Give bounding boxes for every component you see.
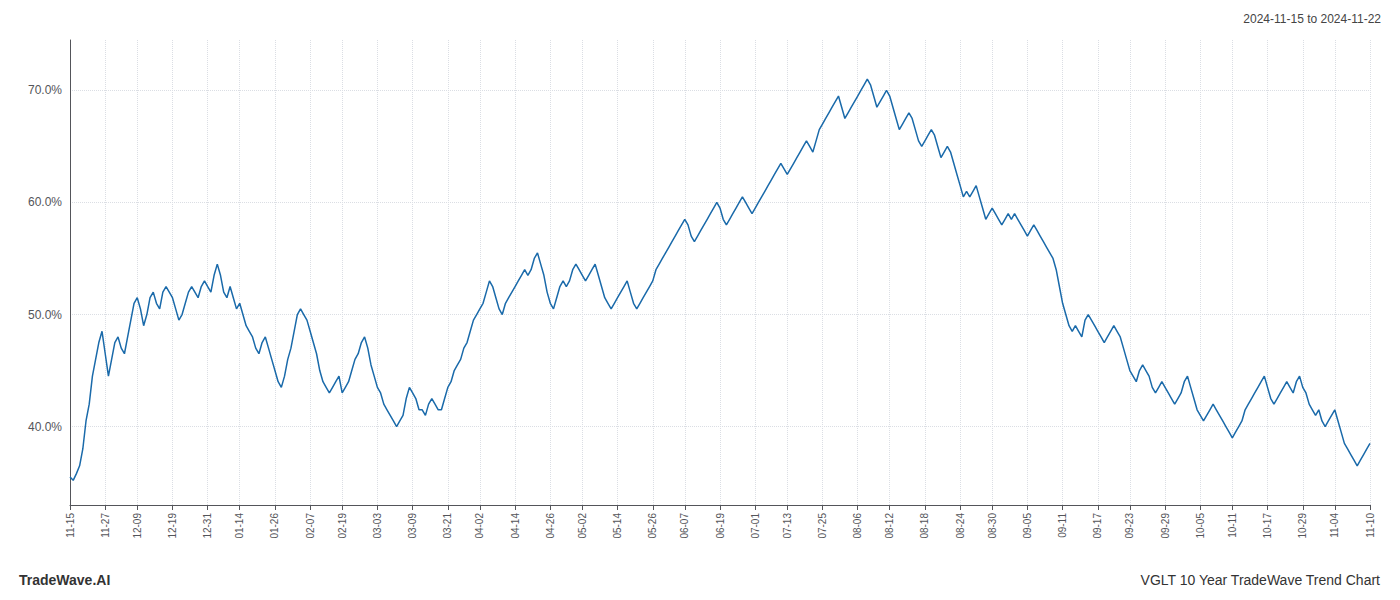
svg-text:05-26: 05-26 <box>647 513 658 539</box>
svg-text:09-11: 09-11 <box>1057 513 1068 538</box>
svg-text:11-04: 11-04 <box>1329 513 1340 538</box>
svg-text:VGLT 10 Year TradeWave Trend C: VGLT 10 Year TradeWave Trend Chart <box>1141 572 1381 588</box>
svg-text:08-24: 08-24 <box>955 513 966 539</box>
svg-text:10-29: 10-29 <box>1297 513 1308 539</box>
svg-text:11-10: 11-10 <box>1365 513 1376 538</box>
svg-text:TradeWave.AI: TradeWave.AI <box>19 572 110 588</box>
svg-text:2024-11-15 to 2024-11-22: 2024-11-15 to 2024-11-22 <box>1243 12 1381 26</box>
svg-text:07-13: 07-13 <box>782 513 793 539</box>
svg-text:50.0%: 50.0% <box>28 308 62 322</box>
svg-text:06-19: 06-19 <box>715 513 726 539</box>
svg-text:10-05: 10-05 <box>1195 513 1206 539</box>
svg-text:02-19: 02-19 <box>337 513 348 539</box>
svg-text:08-30: 08-30 <box>987 513 998 539</box>
svg-text:01-14: 01-14 <box>234 513 245 539</box>
svg-text:11-27: 11-27 <box>100 513 111 538</box>
svg-text:12-31: 12-31 <box>202 513 213 539</box>
svg-text:07-01: 07-01 <box>750 513 761 539</box>
svg-text:05-02: 05-02 <box>577 513 588 539</box>
svg-text:06-07: 06-07 <box>679 513 690 539</box>
svg-text:07-25: 07-25 <box>817 513 828 539</box>
svg-text:03-03: 03-03 <box>372 513 383 539</box>
svg-text:12-09: 12-09 <box>132 513 143 539</box>
svg-text:01-26: 01-26 <box>269 513 280 539</box>
svg-text:05-14: 05-14 <box>612 513 623 539</box>
svg-text:04-26: 04-26 <box>545 513 556 539</box>
svg-text:10-11: 10-11 <box>1227 513 1238 538</box>
svg-text:09-23: 09-23 <box>1124 513 1135 539</box>
svg-text:09-29: 09-29 <box>1160 513 1171 539</box>
svg-text:09-17: 09-17 <box>1092 513 1103 539</box>
svg-text:03-09: 03-09 <box>407 513 418 539</box>
svg-text:04-02: 04-02 <box>474 513 485 539</box>
svg-text:11-15: 11-15 <box>65 513 76 538</box>
svg-text:03-21: 03-21 <box>442 513 453 539</box>
svg-text:04-14: 04-14 <box>510 513 521 539</box>
svg-text:40.0%: 40.0% <box>28 420 62 434</box>
svg-text:60.0%: 60.0% <box>28 195 62 209</box>
svg-text:70.0%: 70.0% <box>28 83 62 97</box>
svg-text:08-06: 08-06 <box>852 513 863 539</box>
svg-text:02-07: 02-07 <box>305 513 316 539</box>
svg-text:09-05: 09-05 <box>1022 513 1033 539</box>
svg-text:08-12: 08-12 <box>884 513 895 539</box>
svg-text:08-18: 08-18 <box>919 513 930 539</box>
svg-text:12-19: 12-19 <box>167 513 178 539</box>
svg-text:10-17: 10-17 <box>1262 513 1273 539</box>
